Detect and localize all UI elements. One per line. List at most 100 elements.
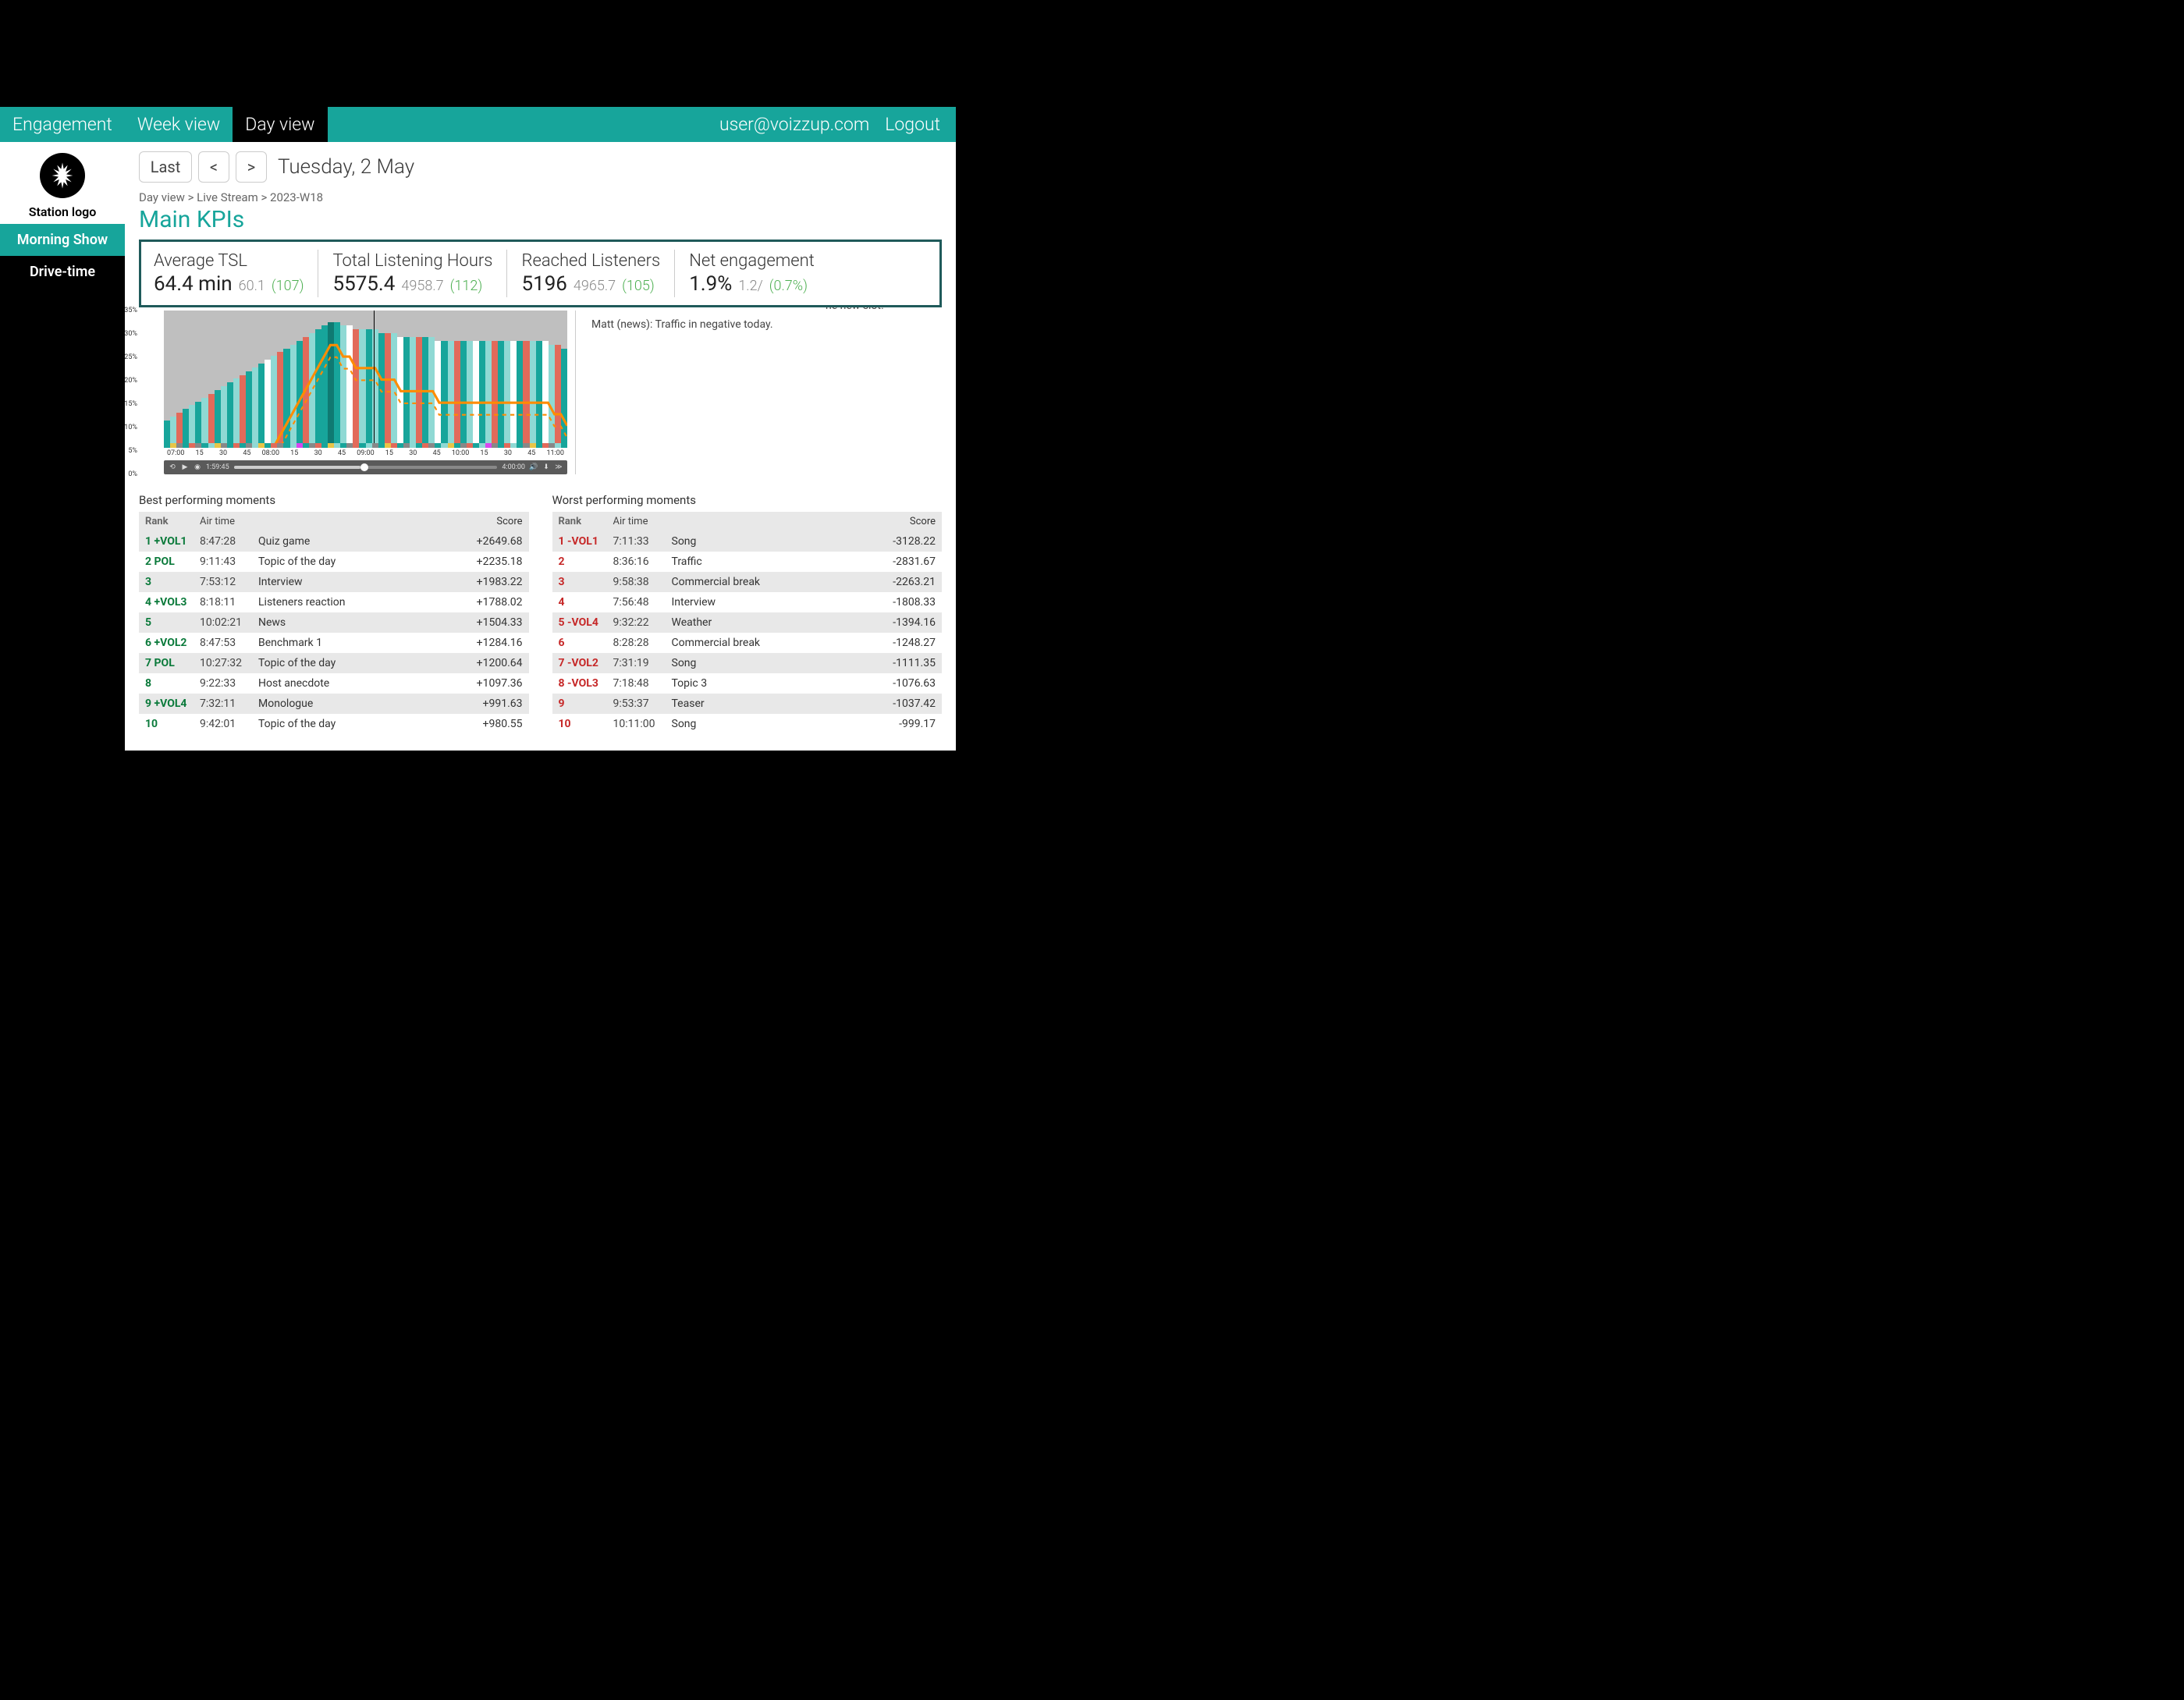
next-day-button[interactable]: > <box>236 151 267 183</box>
audio-player[interactable]: ⟲ ▶ ◉ 1:59:45 4:00:00 🔊 ⬇ ≫ <box>164 460 567 474</box>
table-row[interactable]: 5 -VOL4 9:32:22 Weather -1394.16 <box>552 612 943 633</box>
category-segment[interactable] <box>359 443 365 448</box>
category-segment[interactable] <box>208 443 215 448</box>
play-icon[interactable]: ▶ <box>181 463 189 471</box>
table-row[interactable]: 9 9:53:37 Teaser -1037.42 <box>552 694 943 714</box>
table-row[interactable]: 6 8:28:28 Commercial break -1248.27 <box>552 633 943 653</box>
category-segment[interactable] <box>460 443 467 448</box>
category-segment[interactable] <box>233 443 240 448</box>
category-segment[interactable] <box>561 443 567 448</box>
table-row[interactable]: 7 -VOL2 7:31:19 Song -1111.35 <box>552 653 943 673</box>
category-segment[interactable] <box>517 443 523 448</box>
sidebar-item-morning-show[interactable]: Morning Show <box>0 224 125 256</box>
table-row[interactable]: 4 +VOL3 8:18:11 Listeners reaction +1788… <box>139 592 529 612</box>
table-row[interactable]: 8 -VOL3 7:18:48 Topic 3 -1076.63 <box>552 673 943 694</box>
table-row[interactable]: 2 POL 9:11:43 Topic of the day +2235.18 <box>139 552 529 572</box>
category-segment[interactable] <box>227 443 233 448</box>
timer-icon[interactable]: ◉ <box>194 463 201 471</box>
category-segment[interactable] <box>176 443 183 448</box>
nav-tab-day-view[interactable]: Day view <box>233 107 327 142</box>
category-segment[interactable] <box>283 443 289 448</box>
download-icon[interactable]: ⬇ <box>542 463 550 471</box>
category-segment[interactable] <box>441 443 447 448</box>
last-button[interactable]: Last <box>139 151 192 183</box>
logout-link[interactable]: Logout <box>885 114 940 135</box>
category-segment[interactable] <box>498 443 504 448</box>
nav-tab-week-view[interactable]: Week view <box>125 107 233 142</box>
table-row[interactable]: 5 10:02:21 News +1504.33 <box>139 612 529 633</box>
chart-cursor[interactable] <box>374 311 375 443</box>
category-segment[interactable] <box>328 443 334 448</box>
category-segment[interactable] <box>397 443 403 448</box>
category-segment[interactable] <box>378 443 385 448</box>
category-segment[interactable] <box>473 443 479 448</box>
category-segment[interactable] <box>271 443 277 448</box>
table-row[interactable]: 9 +VOL4 7:32:11 Monologue +991.63 <box>139 694 529 714</box>
category-segment[interactable] <box>385 443 391 448</box>
sidebar-item-drive-time[interactable]: Drive-time <box>0 256 125 288</box>
engagement-chart[interactable]: 35%30%25%20%15%10%5%0% 07:0015304508:001… <box>139 311 576 474</box>
category-segment[interactable] <box>246 443 252 448</box>
restart-icon[interactable]: ⟲ <box>169 463 176 471</box>
category-segment[interactable] <box>536 443 542 448</box>
category-segment[interactable] <box>403 443 410 448</box>
category-segment[interactable] <box>195 443 201 448</box>
category-segment[interactable] <box>391 443 397 448</box>
category-segment[interactable] <box>555 443 561 448</box>
category-segment[interactable] <box>240 443 246 448</box>
table-row[interactable]: 2 8:36:16 Traffic -2831.67 <box>552 552 943 572</box>
category-segment[interactable] <box>221 443 227 448</box>
table-row[interactable]: 10 9:42:01 Topic of the day +980.55 <box>139 714 529 734</box>
user-email[interactable]: user@voizzup.com <box>719 114 869 135</box>
table-row[interactable]: 3 9:58:38 Commercial break -2263.21 <box>552 572 943 592</box>
category-segment[interactable] <box>549 443 555 448</box>
table-row[interactable]: 4 7:56:48 Interview -1808.33 <box>552 592 943 612</box>
category-segment[interactable] <box>346 443 353 448</box>
table-row[interactable]: 1 +VOL1 8:47:28 Quiz game +2649.68 <box>139 531 529 552</box>
volume-icon[interactable]: 🔊 <box>530 463 538 471</box>
category-segment[interactable] <box>485 443 492 448</box>
table-row[interactable]: 8 9:22:33 Host anecdote +1097.36 <box>139 673 529 694</box>
table-row[interactable]: 10 10:11:00 Song -999.17 <box>552 714 943 734</box>
category-segment[interactable] <box>265 443 271 448</box>
category-segment[interactable] <box>309 443 315 448</box>
prev-day-button[interactable]: < <box>198 151 229 183</box>
category-segment[interactable] <box>372 443 378 448</box>
category-segment[interactable] <box>366 443 372 448</box>
category-segment[interactable] <box>315 443 321 448</box>
category-segment[interactable] <box>416 443 422 448</box>
category-segment[interactable] <box>215 443 221 448</box>
category-segment[interactable] <box>258 443 265 448</box>
category-segment[interactable] <box>340 443 346 448</box>
category-segment[interactable] <box>479 443 485 448</box>
skip-icon[interactable]: ≫ <box>555 463 563 471</box>
category-segment[interactable] <box>523 443 529 448</box>
category-segment[interactable] <box>510 443 517 448</box>
category-segment[interactable] <box>448 443 454 448</box>
category-segment[interactable] <box>542 443 549 448</box>
category-segment[interactable] <box>321 443 328 448</box>
category-segment[interactable] <box>334 443 340 448</box>
category-segment[interactable] <box>303 443 309 448</box>
category-segment[interactable] <box>428 443 435 448</box>
category-segment[interactable] <box>353 443 359 448</box>
category-segment[interactable] <box>492 443 498 448</box>
category-segment[interactable] <box>530 443 536 448</box>
category-segment[interactable] <box>504 443 510 448</box>
category-segment[interactable] <box>201 443 208 448</box>
nav-tab-engagement[interactable]: Engagement <box>0 107 125 142</box>
category-segment[interactable] <box>277 443 283 448</box>
category-segment[interactable] <box>189 443 195 448</box>
table-row[interactable]: 6 +VOL2 8:47:53 Benchmark 1 +1284.16 <box>139 633 529 653</box>
table-row[interactable]: 1 -VOL1 7:11:33 Song -3128.22 <box>552 531 943 552</box>
table-row[interactable]: 3 7:53:12 Interview +1983.22 <box>139 572 529 592</box>
category-segment[interactable] <box>410 443 416 448</box>
category-segment[interactable] <box>467 443 473 448</box>
category-segment[interactable] <box>422 443 428 448</box>
category-segment[interactable] <box>183 443 189 448</box>
breadcrumb[interactable]: Day view > Live Stream > 2023-W18 <box>139 190 942 204</box>
category-segment[interactable] <box>454 443 460 448</box>
player-track[interactable] <box>234 466 498 469</box>
category-segment[interactable] <box>252 443 258 448</box>
table-row[interactable]: 7 POL 10:27:32 Topic of the day +1200.64 <box>139 653 529 673</box>
